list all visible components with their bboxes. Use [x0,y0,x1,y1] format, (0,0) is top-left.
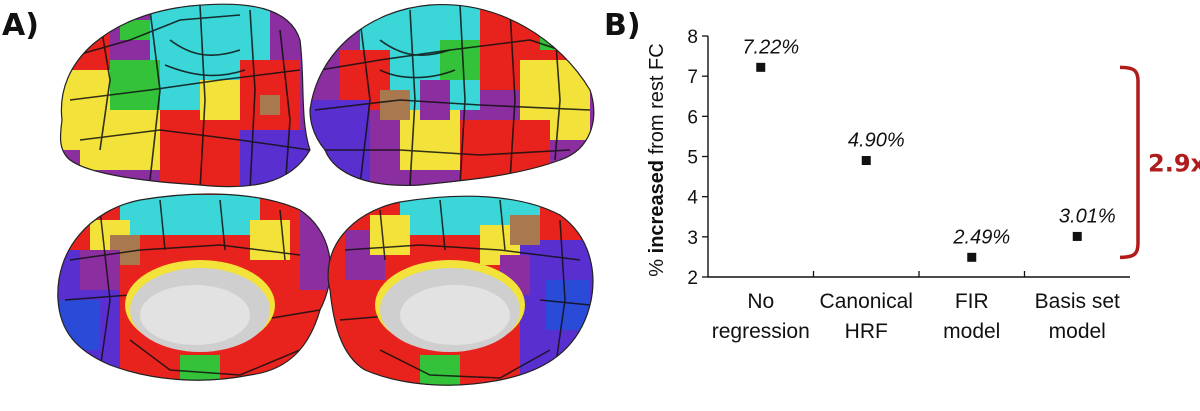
data-point [861,156,871,166]
y-axis-label: % increased from rest FC [646,43,668,276]
data-label: 2.49% [952,226,1010,248]
x-category-label: Basis set model [1035,290,1120,343]
data-point [967,252,977,262]
data-point [1072,231,1082,241]
data-label: 4.90% [848,130,905,152]
panel-a-label: A) [2,8,39,43]
y-tick-label: 7 [687,67,698,88]
brain-surface-figure [57,3,595,386]
y-tick-label: 3 [687,228,698,249]
x-category-label: Canonical HRF [820,290,913,343]
x-category-label: No regression [712,290,810,343]
data-point [756,62,766,72]
ratio-annotation: 2.9x [1148,149,1200,177]
ratio-bracket [1119,65,1140,260]
y-tick-label: 2 [687,268,698,289]
y-tick-label: 6 [687,107,698,128]
data-label: 7.22% [742,36,799,58]
x-category-label: FIR model [943,290,1000,343]
y-tick-label: 4 [687,188,698,209]
left-medial-hemisphere [57,194,331,381]
right-medial-hemisphere [328,196,593,386]
data-label: 3.01% [1059,205,1116,227]
y-tick-label: 8 [687,27,698,48]
panel-b-label: B) [604,8,641,43]
y-tick-label: 5 [687,148,698,169]
